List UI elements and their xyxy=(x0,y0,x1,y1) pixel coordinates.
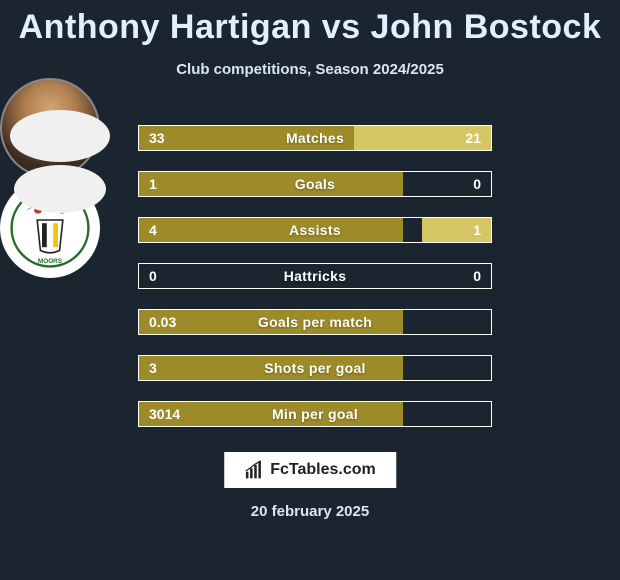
stat-row: 0.03 Goals per match xyxy=(138,309,492,335)
stat-label: Hattricks xyxy=(139,264,491,288)
stat-label: Assists xyxy=(139,218,491,242)
stat-label: Min per goal xyxy=(139,402,491,426)
player-left-avatar-placeholder-2 xyxy=(14,165,106,213)
page-title: Anthony Hartigan vs John Bostock xyxy=(0,0,620,47)
stat-value-right: 1 xyxy=(473,218,481,242)
svg-text:MOORS: MOORS xyxy=(38,258,63,265)
stat-row: 4 1 Assists xyxy=(138,217,492,243)
stat-row: 3 Shots per goal xyxy=(138,355,492,381)
chart-icon xyxy=(244,460,264,480)
date-text: 20 february 2025 xyxy=(0,503,620,520)
stat-value-left: 4 xyxy=(149,218,157,242)
stat-row: 0 0 Hattricks xyxy=(138,263,492,289)
brand-link[interactable]: FcTables.com xyxy=(224,452,396,488)
stat-value-right: 0 xyxy=(473,264,481,288)
stat-label: Goals per match xyxy=(139,310,491,334)
stat-row: 1 0 Goals xyxy=(138,171,492,197)
stat-value-left: 33 xyxy=(149,126,165,150)
stat-value-left: 1 xyxy=(149,172,157,196)
stats-bars: 33 21 Matches 1 0 Goals 4 1 Assists 0 0 … xyxy=(138,125,492,447)
stat-value-left: 0 xyxy=(149,264,157,288)
subtitle: Club competitions, Season 2024/2025 xyxy=(0,61,620,78)
player-left-avatar-placeholder-1 xyxy=(10,110,110,162)
stat-label: Shots per goal xyxy=(139,356,491,380)
stat-value-right: 21 xyxy=(465,126,481,150)
stat-label: Matches xyxy=(139,126,491,150)
stat-row: 33 21 Matches xyxy=(138,125,492,151)
stat-value-right: 0 xyxy=(473,172,481,196)
stat-row: 3014 Min per goal xyxy=(138,401,492,427)
brand-text: FcTables.com xyxy=(270,461,376,479)
stat-value-left: 3 xyxy=(149,356,157,380)
stat-label: Goals xyxy=(139,172,491,196)
stat-value-left: 3014 xyxy=(149,402,180,426)
stat-value-left: 0.03 xyxy=(149,310,176,334)
